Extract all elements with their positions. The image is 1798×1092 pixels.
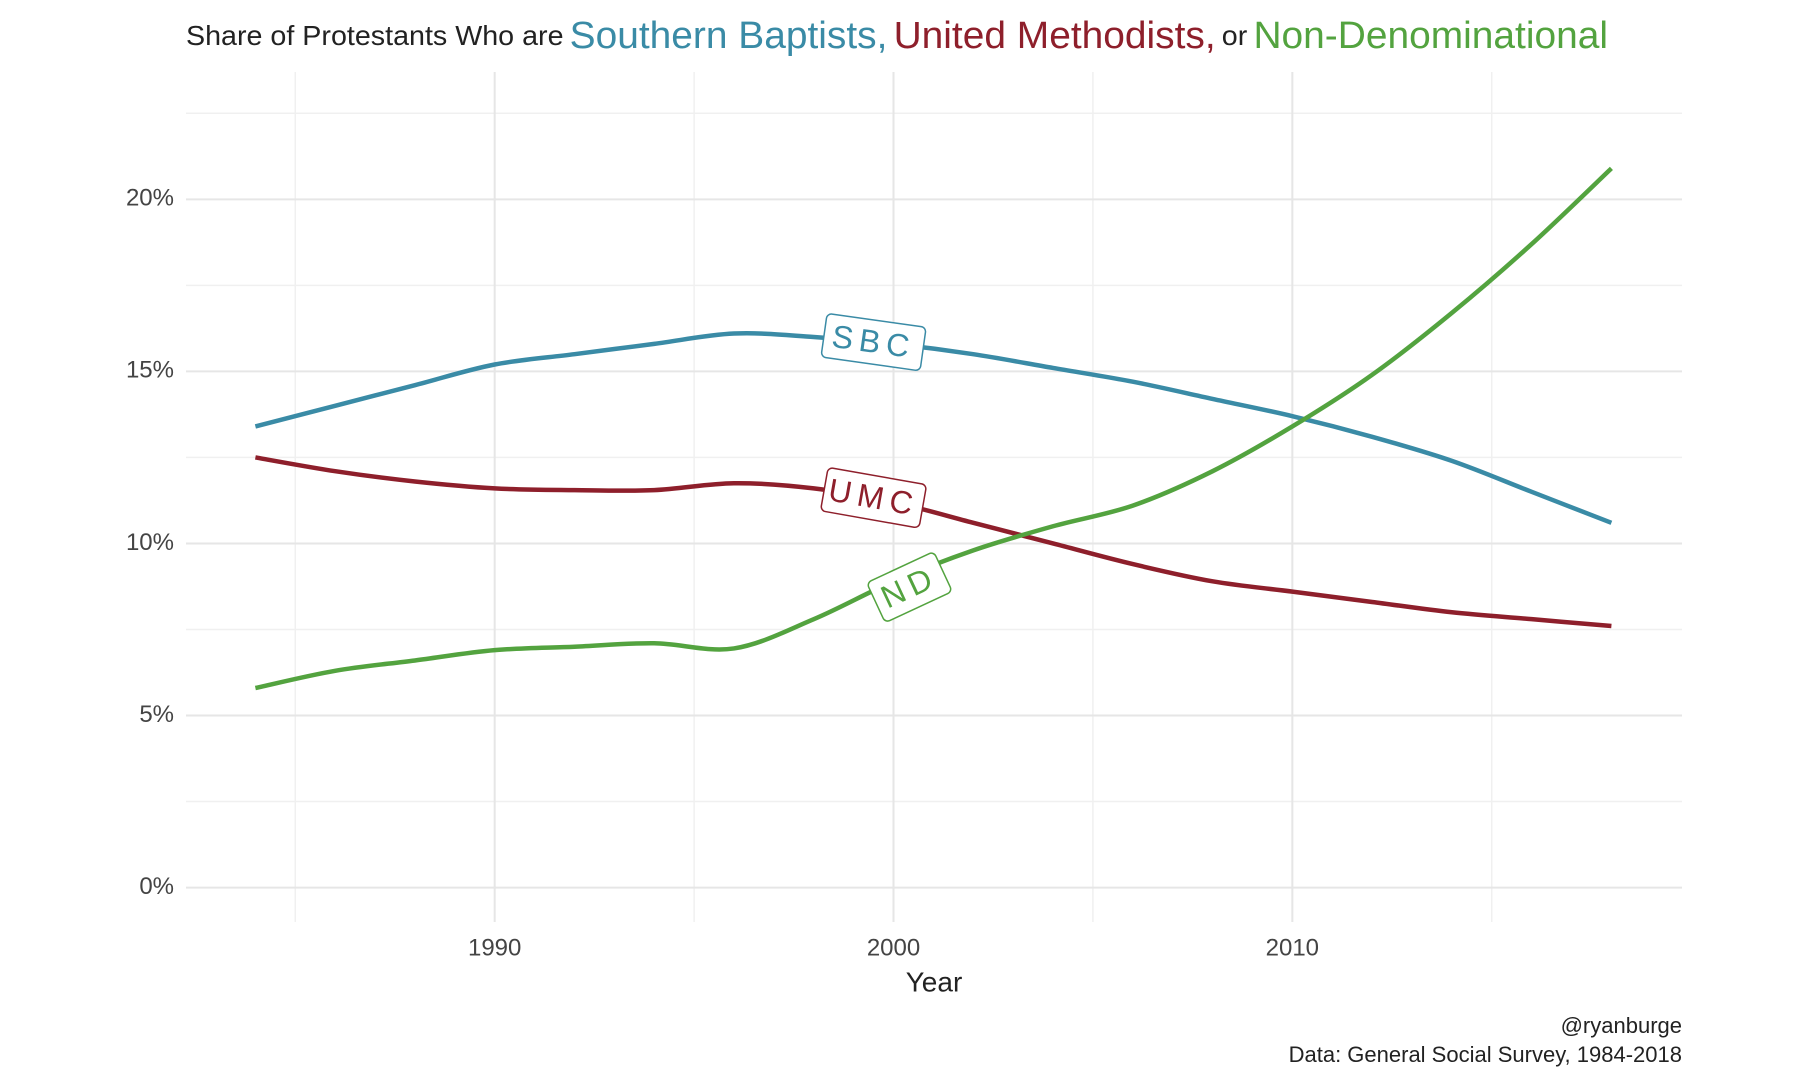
title-part: Share of Protestants Who are: [186, 20, 564, 51]
chart-title: Share of Protestants Who are Southern Bap…: [186, 15, 1608, 57]
x-axis-label: Year: [906, 966, 963, 997]
y-tick-label: 10%: [126, 529, 174, 556]
y-tick-label: 20%: [126, 185, 174, 212]
line: [254, 166, 1613, 691]
line: [254, 331, 1613, 525]
label-box: [820, 313, 927, 371]
y-tick-label: 0%: [139, 873, 174, 900]
title-part: Non-Denominational: [1253, 15, 1608, 57]
caption: Data: General Social Survey, 1984-2018: [1289, 1042, 1682, 1067]
x-tick-label: 2000: [867, 934, 920, 961]
y-tick-label: 15%: [126, 357, 174, 384]
y-tick-label: 5%: [139, 701, 174, 728]
label-box: [867, 552, 952, 622]
line: [255, 455, 1612, 629]
title-part: Southern Baptists,: [570, 15, 888, 57]
caption: @ryanburge: [1561, 1013, 1682, 1038]
label-box: [820, 467, 927, 529]
line-label: SBC: [820, 313, 927, 371]
title-part: or: [1222, 20, 1247, 51]
line-label: ND: [867, 552, 952, 622]
x-tick-label: 2010: [1266, 934, 1319, 961]
title-part: United Methodists,: [894, 15, 1216, 57]
label-text: UMC: [826, 472, 922, 523]
x-tick-label: 1990: [468, 934, 521, 961]
line-label: UMC: [820, 467, 927, 529]
